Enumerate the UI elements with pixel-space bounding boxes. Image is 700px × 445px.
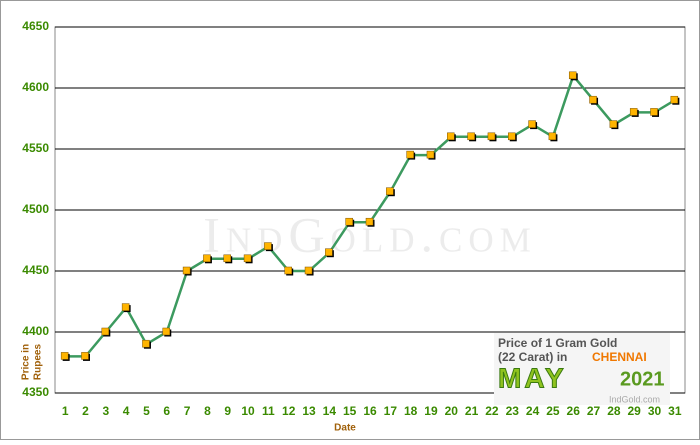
x-axis-label: Date	[334, 423, 356, 434]
marker	[121, 303, 130, 311]
x-tick-label: 13	[302, 404, 316, 418]
y-axis-label: Rupees	[33, 344, 44, 381]
x-tick-label: 28	[607, 404, 621, 418]
x-tick-label: 10	[241, 404, 255, 418]
marker	[325, 248, 333, 256]
marker	[203, 254, 211, 263]
marker	[101, 327, 110, 336]
marker	[182, 266, 191, 275]
x-tick-label: 16	[363, 404, 377, 418]
caption-background	[494, 333, 670, 405]
caption-line: (22 Carat) in	[498, 350, 567, 364]
marker	[609, 120, 618, 128]
marker	[386, 187, 394, 195]
y-tick-label: 4500	[22, 202, 49, 216]
marker	[548, 132, 557, 141]
y-tick-label: 4350	[22, 385, 49, 399]
x-tick-label: 14	[323, 404, 337, 418]
x-tick-label: 7	[184, 404, 191, 418]
x-tick-label: 3	[102, 404, 109, 418]
caption-city: CHENNAI	[592, 350, 647, 364]
x-tick-label: 1	[62, 404, 69, 418]
x-tick-label: 25	[546, 404, 560, 418]
marker	[670, 95, 679, 104]
caption-year: 2021	[620, 368, 665, 390]
y-tick-label: 4650	[22, 19, 49, 33]
marker	[304, 266, 313, 275]
marker	[264, 242, 272, 250]
x-tick-label: 29	[628, 404, 642, 418]
caption-site: IndGold.com	[609, 394, 660, 404]
x-tick-label: 22	[485, 404, 499, 418]
y-tick-label: 4450	[22, 263, 49, 277]
x-tick-label: 9	[224, 404, 231, 418]
x-tick-label: 11	[262, 404, 275, 418]
x-tick-label: 27	[587, 404, 601, 418]
marker	[345, 217, 353, 226]
x-tick-label: 6	[163, 404, 170, 418]
marker	[142, 339, 150, 348]
marker	[243, 254, 252, 263]
x-tick-label: 26	[567, 404, 581, 418]
x-tick-label: 19	[424, 404, 438, 418]
marker	[487, 132, 496, 141]
y-tick-label: 4600	[22, 80, 49, 94]
marker	[467, 132, 475, 141]
marker	[589, 95, 597, 104]
x-tick-label: 5	[143, 404, 150, 418]
marker	[60, 352, 69, 360]
y-tick-label: 4400	[22, 324, 49, 338]
marker	[365, 217, 374, 226]
marker	[81, 352, 89, 360]
marker	[508, 132, 516, 141]
x-tick-label: 21	[465, 404, 479, 418]
marker	[223, 254, 231, 263]
x-tick-label: 24	[526, 404, 540, 418]
y-tick-label: 4550	[22, 141, 49, 155]
x-tick-label: 17	[384, 404, 398, 418]
caption-box: Price of 1 Gram Gold (22 Carat) in CHENN…	[494, 333, 670, 405]
x-tick-label: 8	[204, 404, 211, 418]
marker	[629, 108, 638, 116]
marker	[284, 266, 292, 275]
x-tick-label: 31	[668, 404, 682, 418]
x-tick-label: 4	[123, 404, 130, 418]
x-tick-label: 20	[445, 404, 459, 418]
marker	[162, 327, 171, 336]
x-tick-label: 18	[404, 404, 418, 418]
marker	[447, 132, 455, 141]
x-tick-label: 12	[282, 404, 296, 418]
x-tick-label: 2	[82, 404, 89, 418]
marker	[650, 108, 658, 116]
caption-month: MAY	[498, 362, 567, 393]
marker	[426, 150, 435, 159]
x-tick-label: 30	[648, 404, 662, 418]
marker	[568, 71, 577, 80]
x-tick-label: 23	[506, 404, 520, 418]
marker	[406, 150, 414, 159]
x-tick-label: 15	[343, 404, 357, 418]
watermark: IndGold.com	[203, 206, 536, 262]
caption-line: Price of 1 Gram Gold	[498, 336, 617, 350]
y-axis-label: Price in	[21, 344, 32, 380]
marker	[528, 120, 536, 128]
